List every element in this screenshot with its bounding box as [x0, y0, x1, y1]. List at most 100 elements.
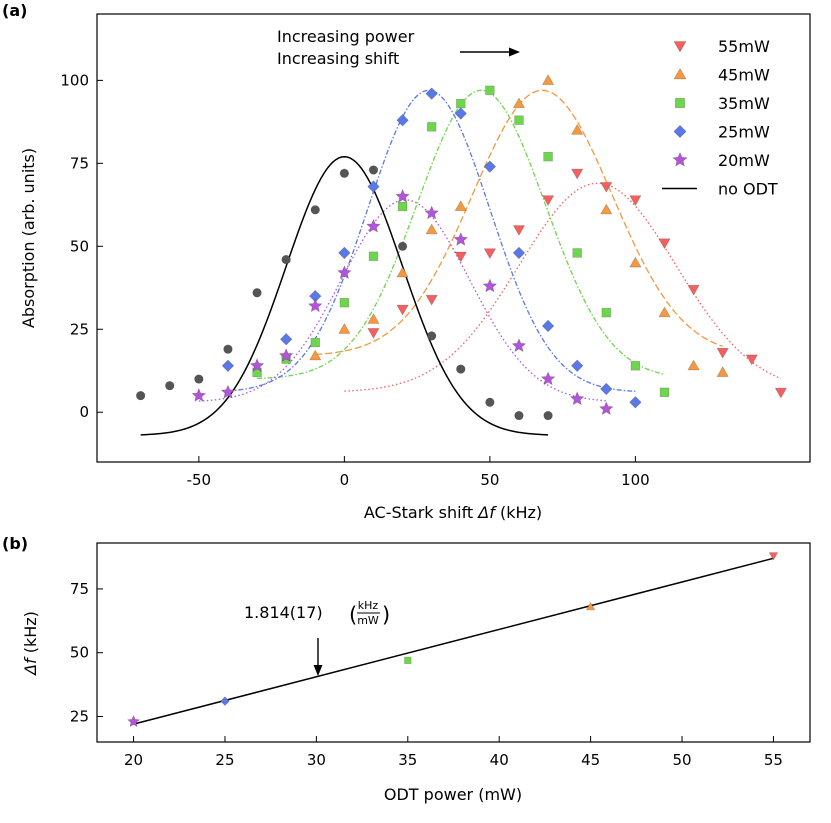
- data-point-3-8: [483, 160, 497, 173]
- legend-label-1: 45mW: [718, 66, 770, 85]
- data-point-5-13: [514, 410, 524, 421]
- fit-curve-0: [344, 182, 782, 392]
- data-point-2-8: [485, 85, 495, 96]
- b-x-tick-label-0: 20: [124, 751, 143, 769]
- data-point-5-2: [194, 374, 204, 384]
- data-point-5-10: [427, 331, 437, 341]
- legend-marker-0: [673, 41, 687, 53]
- data-point-4-2: [249, 358, 265, 373]
- data-point-2-14: [659, 387, 670, 398]
- x-tick-label-3: 100: [621, 471, 650, 489]
- data-point-4-4: [307, 298, 323, 313]
- data-point-3-0: [221, 359, 235, 372]
- data-point-0-4: [483, 248, 496, 260]
- panel-b-ticks: 20 25 30 35 40 45 50 55 25 50 75: [70, 580, 783, 769]
- data-point-5-11: [456, 364, 466, 374]
- panel-b-x-axis-label: ODT power (mW): [384, 785, 522, 804]
- data-point-4-10: [482, 278, 498, 293]
- fit-curve-5: [140, 155, 549, 436]
- power-point-2: [404, 656, 412, 664]
- data-point-3-12: [600, 382, 613, 396]
- x-tick-label-1: 0: [340, 471, 350, 489]
- data-point-3-6: [425, 87, 438, 100]
- data-point-4-8: [424, 205, 440, 220]
- data-point-4-14: [598, 401, 614, 416]
- data-point-5-6: [310, 205, 320, 215]
- data-point-1-12: [687, 359, 700, 371]
- legend-label-0: 55mW: [718, 37, 770, 56]
- data-point-3-4: [367, 180, 380, 193]
- data-point-1-3: [396, 266, 409, 278]
- y-tick-label-3: 75: [70, 154, 89, 172]
- data-point-0-3: [454, 251, 467, 263]
- slope-unit-numerator: kHz: [358, 599, 379, 612]
- b-x-tick-label-1: 25: [215, 751, 234, 769]
- data-point-0-1: [396, 304, 409, 316]
- data-point-2-4: [368, 251, 379, 261]
- legend-marker-2: [675, 98, 685, 108]
- data-point-1-0: [309, 349, 322, 361]
- data-point-4-11: [511, 338, 527, 353]
- data-point-0-6: [541, 195, 555, 207]
- data-point-5-1: [165, 381, 175, 391]
- legend-marker-1: [673, 67, 687, 80]
- data-point-4-12: [540, 371, 556, 386]
- data-point-2-5: [397, 201, 408, 212]
- panel-a-y-axis-label: Absorption (arb. units): [19, 148, 38, 328]
- power-point-4: [768, 552, 779, 561]
- data-point-0-12: [716, 347, 729, 359]
- legend: 55mW 45mW 35mW 25mW 20mW no ODT: [662, 37, 778, 199]
- data-point-0-7: [571, 168, 584, 180]
- data-point-2-12: [601, 307, 611, 318]
- b-x-tick-label-4: 40: [490, 751, 509, 769]
- data-point-5-12: [485, 397, 495, 407]
- panel-b-frame: [96, 542, 811, 743]
- power-point-3: [585, 601, 596, 611]
- slope-unit-denominator: mW: [357, 614, 379, 627]
- data-point-2-9: [514, 115, 524, 125]
- b-x-tick-label-2: 30: [307, 751, 326, 769]
- legend-marker-3: [673, 124, 687, 139]
- data-point-5-3: [223, 344, 233, 354]
- data-point-1-5: [454, 200, 467, 211]
- data-point-1-8: [571, 123, 584, 135]
- data-point-0-2: [425, 294, 438, 306]
- y-tick-label-2: 50: [70, 237, 89, 255]
- data-point-2-13: [630, 361, 641, 371]
- data-point-3-3: [338, 246, 351, 260]
- data-point-1-10: [629, 256, 642, 268]
- y-tick-label-1: 25: [70, 320, 89, 338]
- data-point-5-0: [136, 390, 146, 401]
- data-point-2-6: [426, 122, 437, 132]
- data-point-0-10: [658, 238, 671, 250]
- panel-b-y-axis-label: Δf (kHz): [21, 611, 40, 677]
- data-point-5-4: [252, 288, 262, 298]
- x-tick-label-0: -50: [187, 471, 212, 489]
- data-point-5-8: [368, 165, 379, 175]
- power-point-1: [220, 696, 230, 706]
- data-point-2-2: [310, 337, 320, 348]
- panel-b: (b) 20 25 30 35 40 45 50 55 25 50 75 1.814(17) ( k…: [2, 534, 811, 804]
- panel-a-x-axis-label: AC-Stark shift Δf (kHz): [364, 503, 542, 522]
- slope-paren-close: ): [382, 603, 390, 627]
- annotation-increasing-power: Increasing power: [277, 27, 415, 46]
- annotation-arrow: [460, 47, 520, 57]
- y-tick-label-0: 0: [79, 403, 89, 421]
- data-point-4-0: [191, 387, 207, 402]
- data-point-0-5: [512, 225, 526, 236]
- data-point-1-13: [716, 366, 729, 377]
- data-point-2-10: [543, 151, 553, 162]
- panel-a-label: (a): [2, 1, 27, 20]
- panel-a-ticks: -50 0 50 100 0 25 50 75 100: [60, 71, 649, 489]
- data-point-5-14: [543, 410, 553, 421]
- data-point-0-9: [629, 195, 642, 207]
- data-point-1-1: [338, 323, 351, 334]
- y-tick-label-4: 100: [60, 71, 89, 89]
- data-point-0-8: [600, 182, 613, 193]
- annotation-increasing-shift: Increasing shift: [277, 49, 399, 68]
- data-point-4-13: [569, 391, 585, 406]
- data-point-2-7: [456, 98, 466, 109]
- power-point-0: [126, 714, 141, 728]
- panel-b-data: [126, 552, 779, 728]
